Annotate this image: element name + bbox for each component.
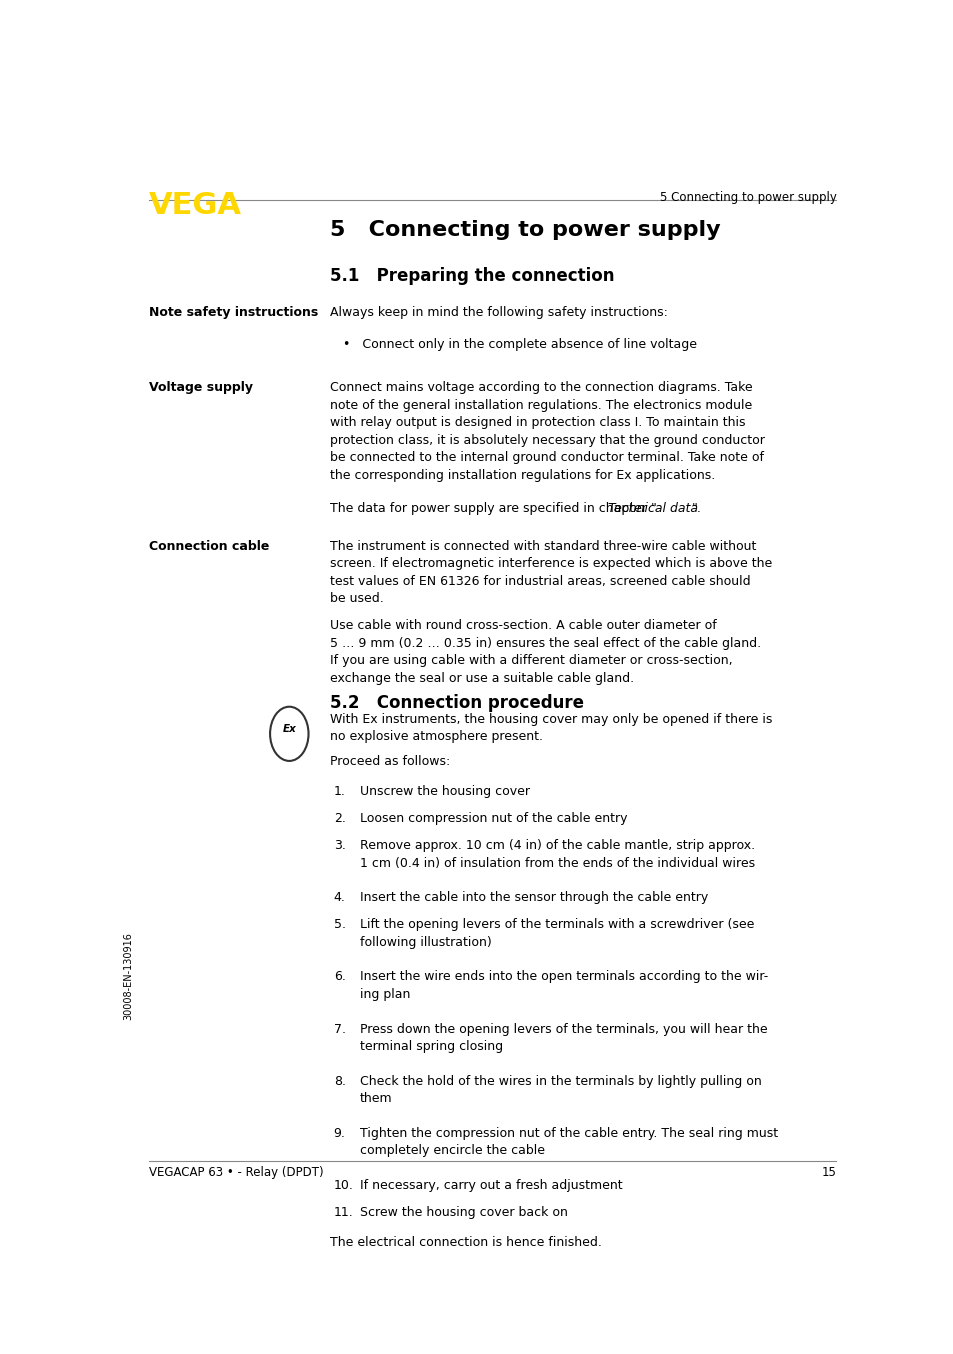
Text: 7.: 7. <box>334 1022 345 1036</box>
Text: 1.: 1. <box>334 785 345 798</box>
Text: 9.: 9. <box>334 1127 345 1140</box>
Text: Insert the cable into the sensor through the cable entry: Insert the cable into the sensor through… <box>359 891 707 904</box>
Text: Lift the opening levers of the terminals with a screwdriver (see
following illus: Lift the opening levers of the terminals… <box>359 918 753 949</box>
Text: 30008-EN-130916: 30008-EN-130916 <box>123 932 133 1020</box>
Text: 5.1   Preparing the connection: 5.1 Preparing the connection <box>330 267 614 284</box>
Text: Unscrew the housing cover: Unscrew the housing cover <box>359 785 529 798</box>
Text: With Ex instruments, the housing cover may only be opened if there is
no explosi: With Ex instruments, the housing cover m… <box>330 714 772 743</box>
Text: The instrument is connected with standard three-wire cable without
screen. If el: The instrument is connected with standar… <box>330 540 771 605</box>
Text: 2.: 2. <box>334 812 345 825</box>
Text: Tighten the compression nut of the cable entry. The seal ring must
completely en: Tighten the compression nut of the cable… <box>359 1127 777 1158</box>
Text: 5 Connecting to power supply: 5 Connecting to power supply <box>659 191 836 203</box>
Text: Insert the wire ends into the open terminals according to the wir-
ing plan: Insert the wire ends into the open termi… <box>359 971 767 1001</box>
Text: 10.: 10. <box>334 1179 354 1192</box>
Text: Connection cable: Connection cable <box>149 540 269 552</box>
Text: The data for power supply are specified in chapter ": The data for power supply are specified … <box>330 502 657 516</box>
Text: Check the hold of the wires in the terminals by lightly pulling on
them: Check the hold of the wires in the termi… <box>359 1075 760 1105</box>
Text: Press down the opening levers of the terminals, you will hear the
terminal sprin: Press down the opening levers of the ter… <box>359 1022 766 1053</box>
Text: The electrical connection is hence finished.: The electrical connection is hence finis… <box>330 1236 601 1250</box>
Text: 4.: 4. <box>334 891 345 904</box>
Text: 5.: 5. <box>334 918 345 932</box>
Text: •   Connect only in the complete absence of line voltage: • Connect only in the complete absence o… <box>343 337 697 351</box>
Text: Remove approx. 10 cm (4 in) of the cable mantle, strip approx.
1 cm (0.4 in) of : Remove approx. 10 cm (4 in) of the cable… <box>359 839 754 869</box>
Text: 8.: 8. <box>334 1075 345 1087</box>
Text: ".: ". <box>692 502 701 516</box>
Text: Note safety instructions: Note safety instructions <box>149 306 317 320</box>
Text: 11.: 11. <box>334 1206 353 1219</box>
Text: 5.2   Connection procedure: 5.2 Connection procedure <box>330 695 583 712</box>
Text: VEGA: VEGA <box>149 191 241 219</box>
Text: 3.: 3. <box>334 839 345 852</box>
Text: Ex: Ex <box>282 723 296 734</box>
Text: VEGACAP 63 • - Relay (DPDT): VEGACAP 63 • - Relay (DPDT) <box>149 1167 323 1179</box>
Text: Proceed as follows:: Proceed as follows: <box>330 754 450 768</box>
Text: Screw the housing cover back on: Screw the housing cover back on <box>359 1206 567 1219</box>
Text: 5   Connecting to power supply: 5 Connecting to power supply <box>330 219 720 240</box>
Text: 6.: 6. <box>334 971 345 983</box>
Text: Loosen compression nut of the cable entry: Loosen compression nut of the cable entr… <box>359 812 626 825</box>
Text: If necessary, carry out a fresh adjustment: If necessary, carry out a fresh adjustme… <box>359 1179 621 1192</box>
Text: Use cable with round cross-section. A cable outer diameter of
5 … 9 mm (0.2 … 0.: Use cable with round cross-section. A ca… <box>330 619 760 685</box>
Text: 15: 15 <box>821 1167 836 1179</box>
Text: Voltage supply: Voltage supply <box>149 382 253 394</box>
Text: Connect mains voltage according to the connection diagrams. Take
note of the gen: Connect mains voltage according to the c… <box>330 382 764 482</box>
Text: Always keep in mind the following safety instructions:: Always keep in mind the following safety… <box>330 306 667 320</box>
Text: Technical data: Technical data <box>607 502 698 516</box>
